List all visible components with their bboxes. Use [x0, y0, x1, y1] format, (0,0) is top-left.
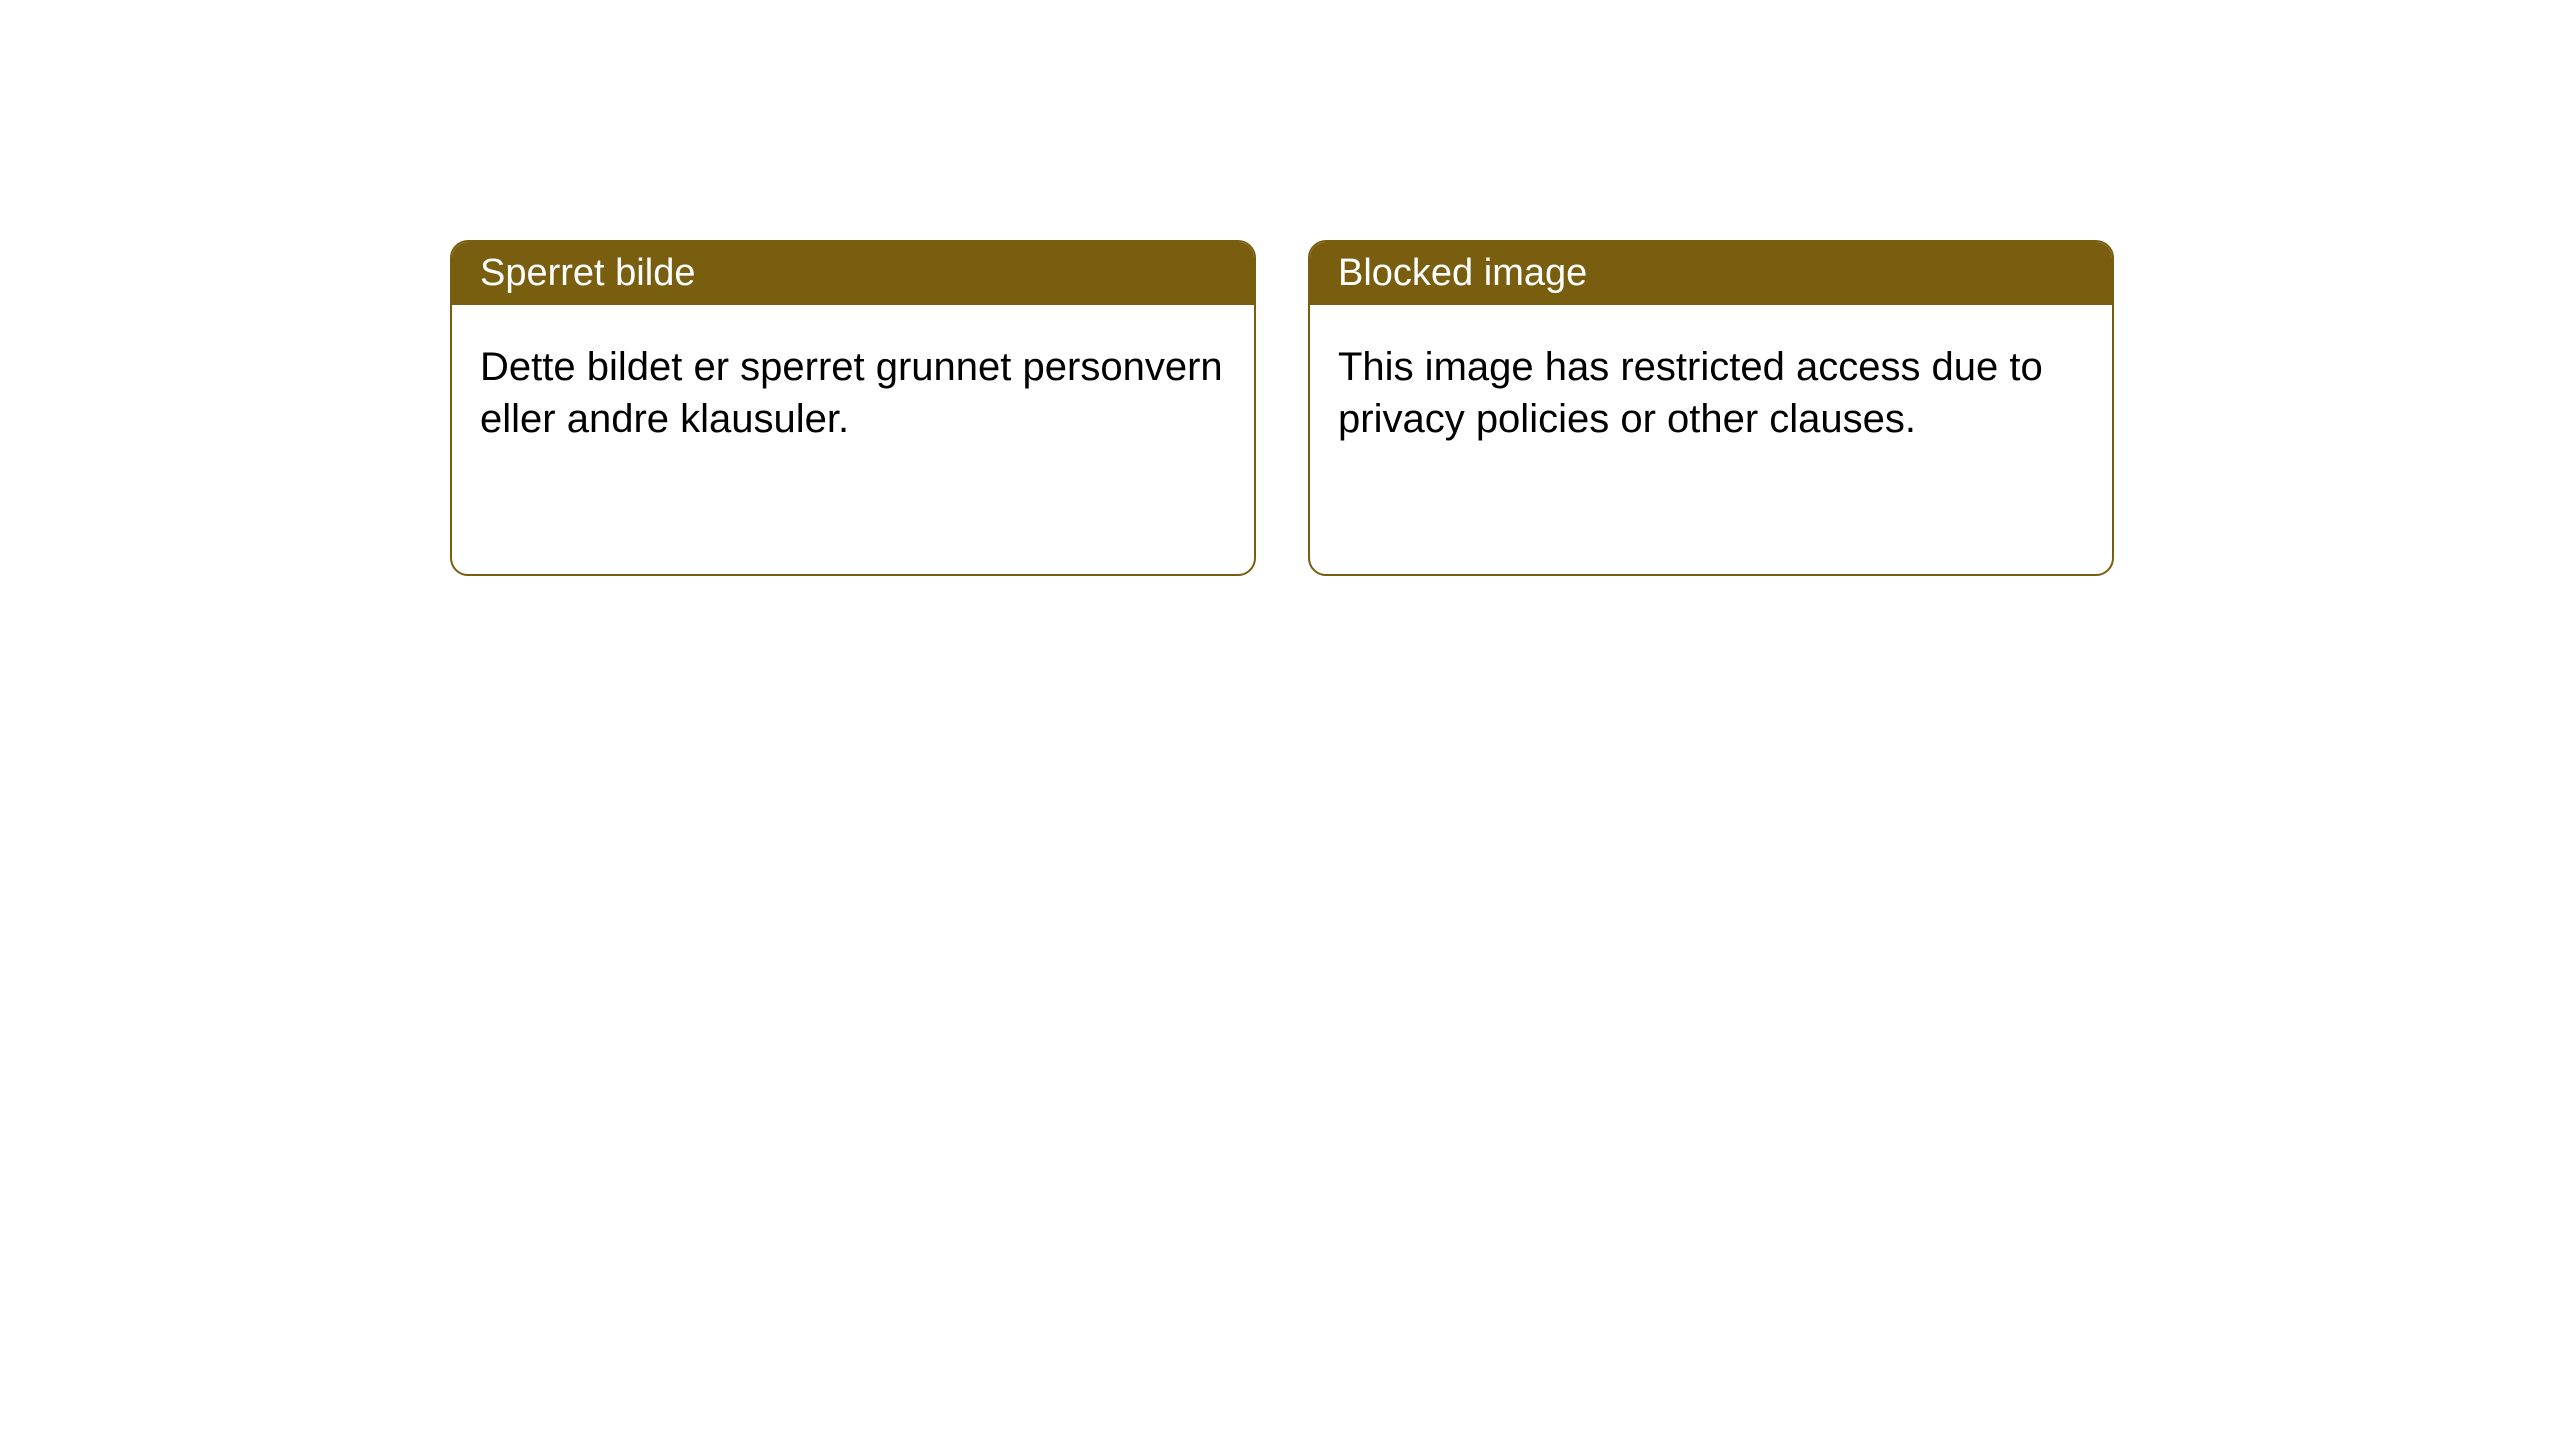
card-message: Dette bildet er sperret grunnet personve… [480, 345, 1223, 441]
card-message: This image has restricted access due to … [1338, 345, 2043, 441]
card-title: Blocked image [1338, 252, 1587, 294]
card-header: Blocked image [1310, 242, 2112, 305]
card-body: Dette bildet er sperret grunnet personve… [452, 305, 1254, 481]
notice-container: Sperret bilde Dette bildet er sperret gr… [0, 0, 2560, 576]
card-body: This image has restricted access due to … [1310, 305, 2112, 481]
card-header: Sperret bilde [452, 242, 1254, 305]
blocked-image-card-en: Blocked image This image has restricted … [1308, 240, 2114, 576]
blocked-image-card-no: Sperret bilde Dette bildet er sperret gr… [450, 240, 1256, 576]
card-title: Sperret bilde [480, 252, 695, 294]
